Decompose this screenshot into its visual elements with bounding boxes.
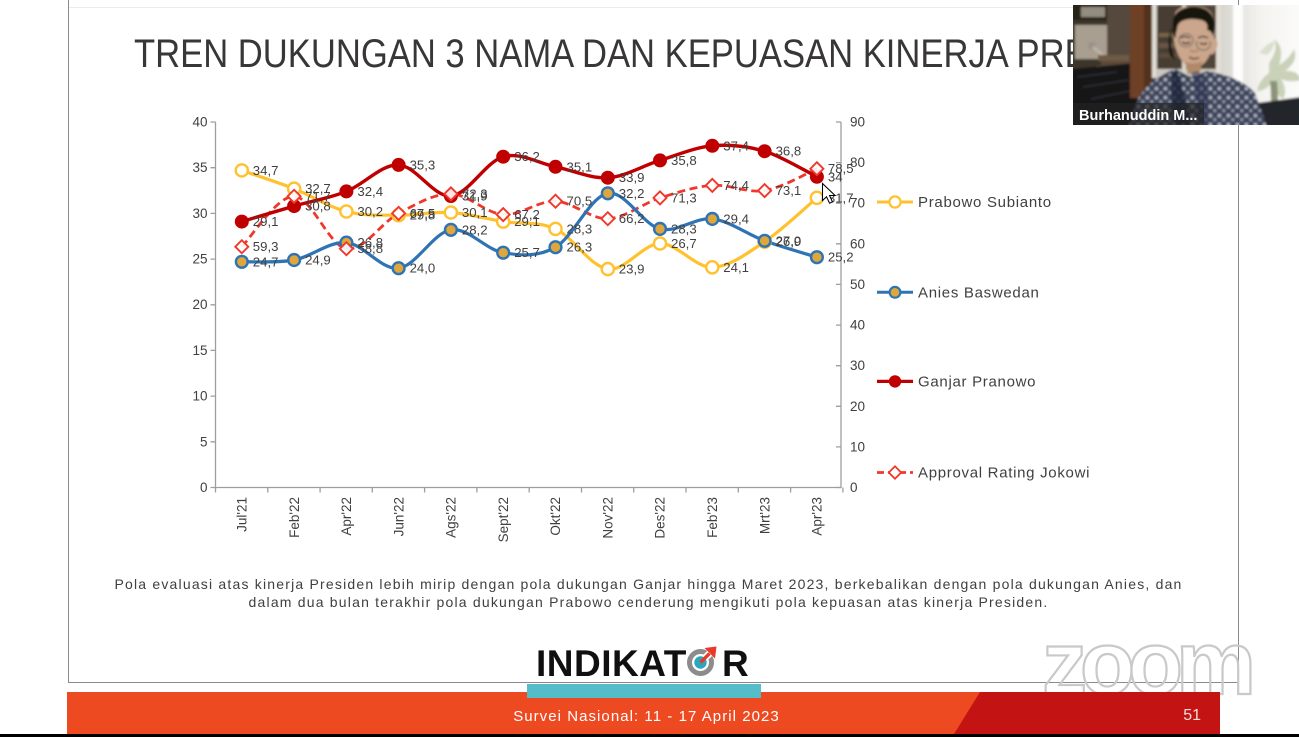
- svg-text:30,1: 30,1: [462, 205, 488, 220]
- svg-text:40: 40: [192, 115, 207, 130]
- svg-text:Prabowo Subianto: Prabowo Subianto: [918, 194, 1052, 211]
- svg-text:60: 60: [850, 236, 865, 251]
- svg-text:30: 30: [850, 358, 865, 373]
- svg-text:Des'22: Des'22: [653, 497, 668, 539]
- svg-text:25,7: 25,7: [514, 245, 540, 260]
- svg-text:59,3: 59,3: [253, 239, 279, 254]
- svg-text:35,1: 35,1: [567, 159, 593, 174]
- svg-text:26,7: 26,7: [671, 236, 697, 251]
- svg-text:28,2: 28,2: [462, 222, 488, 237]
- svg-text:24,9: 24,9: [305, 253, 331, 268]
- svg-text:37,4: 37,4: [723, 138, 749, 153]
- svg-text:23,9: 23,9: [619, 262, 645, 277]
- svg-text:66,2: 66,2: [619, 211, 645, 226]
- svg-text:Mrt'23: Mrt'23: [757, 497, 772, 534]
- svg-text:70,5: 70,5: [567, 194, 593, 209]
- svg-text:27,0: 27,0: [776, 233, 802, 248]
- svg-text:20: 20: [850, 399, 865, 414]
- svg-text:10: 10: [850, 439, 865, 454]
- svg-text:28,3: 28,3: [567, 221, 593, 236]
- svg-text:72,3: 72,3: [462, 186, 488, 201]
- svg-text:Ganjar Pranowo: Ganjar Pranowo: [918, 373, 1036, 390]
- svg-text:Anies Baswedan: Anies Baswedan: [918, 284, 1040, 301]
- svg-text:40: 40: [850, 318, 865, 333]
- svg-text:24,1: 24,1: [723, 260, 749, 275]
- svg-text:Sept'22: Sept'22: [496, 497, 511, 542]
- svg-text:50: 50: [850, 277, 865, 292]
- svg-text:31,7: 31,7: [828, 190, 854, 205]
- svg-text:Feb'23: Feb'23: [705, 497, 720, 538]
- svg-text:0: 0: [850, 480, 858, 495]
- svg-text:29,1: 29,1: [253, 214, 279, 229]
- svg-text:58,8: 58,8: [357, 241, 383, 256]
- svg-text:32,4: 32,4: [357, 184, 383, 199]
- svg-text:29,1: 29,1: [514, 214, 540, 229]
- svg-text:Approval Rating Jokowi: Approval Rating Jokowi: [918, 465, 1090, 482]
- svg-text:71,3: 71,3: [671, 190, 697, 205]
- svg-text:36,2: 36,2: [514, 149, 540, 164]
- svg-text:32,7: 32,7: [305, 181, 331, 196]
- svg-text:80: 80: [850, 155, 865, 170]
- svg-text:Okt'22: Okt'22: [548, 497, 563, 536]
- svg-text:35: 35: [192, 160, 207, 175]
- svg-text:34,7: 34,7: [253, 163, 279, 178]
- svg-text:67,5: 67,5: [410, 206, 436, 221]
- svg-text:35,3: 35,3: [410, 157, 436, 172]
- svg-text:78,5: 78,5: [828, 161, 854, 176]
- svg-text:Nov'22: Nov'22: [601, 497, 616, 539]
- svg-text:31,9: 31,9: [462, 189, 488, 204]
- svg-text:67,2: 67,2: [514, 207, 540, 222]
- svg-text:Jul'21: Jul'21: [235, 497, 250, 532]
- svg-text:24,7: 24,7: [253, 254, 279, 269]
- svg-text:Feb'22: Feb'22: [287, 497, 302, 538]
- svg-text:30,8: 30,8: [305, 199, 331, 214]
- svg-text:10: 10: [192, 389, 207, 404]
- svg-text:Apr'23: Apr'23: [810, 497, 825, 536]
- svg-text:28,3: 28,3: [671, 221, 697, 236]
- svg-text:73,1: 73,1: [776, 183, 802, 198]
- svg-text:Ags'22: Ags'22: [444, 497, 459, 538]
- svg-text:35,8: 35,8: [671, 153, 697, 168]
- svg-text:15: 15: [192, 343, 207, 358]
- svg-text:5: 5: [200, 434, 208, 449]
- svg-text:32,2: 32,2: [619, 186, 645, 201]
- svg-text:24,0: 24,0: [410, 261, 436, 276]
- svg-text:26,9: 26,9: [776, 234, 802, 249]
- svg-text:26,8: 26,8: [357, 235, 383, 250]
- svg-text:Burhanuddin M...: Burhanuddin M...: [1079, 108, 1197, 124]
- svg-text:30,2: 30,2: [357, 204, 383, 219]
- svg-text:34: 34: [828, 169, 843, 184]
- svg-text:71,7: 71,7: [305, 189, 331, 204]
- svg-text:29,4: 29,4: [723, 211, 749, 226]
- svg-text:25: 25: [192, 252, 207, 267]
- svg-text:Jun'22: Jun'22: [391, 497, 406, 536]
- svg-text:0: 0: [200, 480, 208, 495]
- svg-text:26,3: 26,3: [567, 240, 593, 255]
- svg-text:25,2: 25,2: [828, 250, 854, 265]
- svg-text:30: 30: [192, 206, 207, 221]
- svg-text:90: 90: [850, 115, 865, 130]
- svg-text:R: R: [722, 643, 749, 684]
- svg-text:70: 70: [850, 196, 865, 211]
- svg-text:33,9: 33,9: [619, 170, 645, 185]
- svg-text:Apr'22: Apr'22: [339, 497, 354, 536]
- svg-text:INDIKAT: INDIKAT: [536, 643, 687, 684]
- svg-text:74,4: 74,4: [723, 178, 749, 193]
- svg-text:20: 20: [192, 297, 207, 312]
- svg-text:36,8: 36,8: [776, 144, 802, 159]
- svg-text:29,8: 29,8: [410, 208, 436, 223]
